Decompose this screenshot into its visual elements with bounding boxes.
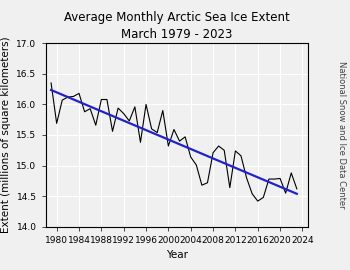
Text: National Snow and Ice Data Center: National Snow and Ice Data Center [337,61,346,209]
X-axis label: Year: Year [166,250,188,260]
Title: Average Monthly Arctic Sea Ice Extent
March 1979 - 2023: Average Monthly Arctic Sea Ice Extent Ma… [64,11,290,41]
Y-axis label: Extent (millions of square kilometers): Extent (millions of square kilometers) [1,37,11,233]
